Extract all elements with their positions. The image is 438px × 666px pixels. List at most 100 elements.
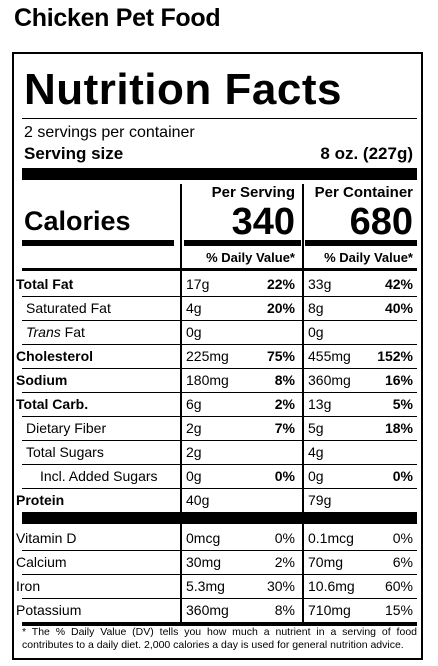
serving-amount: 2g xyxy=(186,420,202,436)
row-separator xyxy=(22,368,417,369)
container-dv: 15% xyxy=(384,602,413,618)
serving-amount: 30mg xyxy=(186,554,222,570)
calories-per-serving: 340 xyxy=(231,201,295,243)
nutrient-name: Potassium xyxy=(16,602,82,618)
serving-dv: 0% xyxy=(274,468,295,484)
serving-dv: 30% xyxy=(266,578,295,594)
nutrient-name: Vitamin D xyxy=(16,530,77,546)
nutrient-name: Iron xyxy=(16,578,41,594)
calories-per-container: 680 xyxy=(349,201,413,243)
row-separator xyxy=(22,598,417,599)
servings-per-container: 2 servings per container xyxy=(24,124,195,141)
row-separator xyxy=(22,488,417,489)
container-amount: 710mg xyxy=(308,602,351,618)
title-rule xyxy=(22,118,417,119)
serving-amount: 40g xyxy=(186,492,210,508)
nutrient-name: Total Carb. xyxy=(16,396,89,412)
nutrient-name: Total Fat xyxy=(16,276,74,292)
calories-rule-left xyxy=(22,240,174,246)
serving-amount: 5.3mg xyxy=(186,578,225,594)
container-amount: 70mg xyxy=(308,554,344,570)
column-divider-2 xyxy=(302,184,304,622)
serving-dv: 0% xyxy=(274,530,295,546)
row-separator xyxy=(22,416,417,417)
container-amount: 8g xyxy=(308,300,324,316)
per-serving-header: Per Serving xyxy=(211,184,295,201)
nutrient-name: Sodium xyxy=(16,372,68,388)
container-amount: 360mg xyxy=(308,372,351,388)
container-amount: 0.1mcg xyxy=(308,530,354,546)
serving-size-value: 8 oz. (227g) xyxy=(320,144,413,163)
nutrient-name: Calcium xyxy=(16,554,67,570)
container-dv: 42% xyxy=(384,276,413,292)
column-divider-1 xyxy=(180,184,182,622)
row-separator xyxy=(22,344,417,345)
thick-rule xyxy=(22,168,417,180)
row-separator xyxy=(22,392,417,393)
calories-rule-mid xyxy=(184,240,301,246)
label-title: Nutrition Facts xyxy=(24,65,342,114)
container-amount: 13g xyxy=(308,396,332,412)
serving-amount: 180mg xyxy=(186,372,229,388)
row-separator xyxy=(22,550,417,551)
footnote: * The % Daily Value (DV) tells you how m… xyxy=(22,626,417,651)
serving-dv: 20% xyxy=(266,300,295,316)
container-dv: 40% xyxy=(384,300,413,316)
container-dv: 16% xyxy=(384,372,413,388)
row-separator xyxy=(22,320,417,321)
container-dv: 60% xyxy=(384,578,413,594)
container-dv: 18% xyxy=(384,420,413,436)
serving-size-label: Serving size xyxy=(24,144,124,163)
serving-amount: 0mcg xyxy=(186,530,221,546)
container-dv: 5% xyxy=(392,396,413,412)
row-separator xyxy=(22,440,417,441)
serving-amount: 0g xyxy=(186,324,202,340)
dv-header-serving: % Daily Value* xyxy=(206,250,295,265)
container-amount: 33g xyxy=(308,276,332,292)
container-amount: 455mg xyxy=(308,348,351,364)
container-amount: 79g xyxy=(308,492,332,508)
dv-header-container: % Daily Value* xyxy=(324,250,413,265)
calories-label: Calories xyxy=(24,206,131,236)
serving-amount: 2g xyxy=(186,444,202,460)
per-container-header: Per Container xyxy=(314,184,413,201)
nutrient-name: Incl. Added Sugars xyxy=(40,468,158,484)
nutrient-name: Cholesterol xyxy=(16,348,94,364)
serving-amount: 4g xyxy=(186,300,202,316)
serving-dv: 8% xyxy=(274,372,295,388)
serving-dv: 7% xyxy=(274,420,295,436)
row-separator xyxy=(22,574,417,575)
nutrient-name-rest: Fat xyxy=(60,324,85,340)
footnote-rule xyxy=(22,622,417,626)
nutrient-name: Dietary Fiber xyxy=(26,420,107,436)
nutrient-name: Protein xyxy=(16,492,65,508)
container-dv: 0% xyxy=(392,468,413,484)
serving-amount: 17g xyxy=(186,276,210,292)
serving-amount: 225mg xyxy=(186,348,229,364)
serving-dv: 22% xyxy=(266,276,295,292)
serving-amount: 6g xyxy=(186,396,202,412)
container-dv: 152% xyxy=(377,348,413,364)
row-separator xyxy=(22,464,417,465)
nutrient-name-italic: Trans xyxy=(26,324,61,340)
serving-dv: 8% xyxy=(274,602,295,618)
container-amount: 4g xyxy=(308,444,324,460)
serving-amount: 360mg xyxy=(186,602,229,618)
calories-rule-right xyxy=(305,240,417,246)
container-amount: 0g xyxy=(308,324,324,340)
serving-dv: 2% xyxy=(274,554,295,570)
container-dv: 6% xyxy=(392,554,413,570)
row-separator xyxy=(22,296,417,297)
dv-rule xyxy=(22,268,417,271)
serving-dv: 75% xyxy=(266,348,295,364)
container-amount: 10.6mg xyxy=(308,578,355,594)
container-amount: 5g xyxy=(308,420,324,436)
container-dv: 0% xyxy=(392,530,413,546)
nutrient-name: Saturated Fat xyxy=(26,300,111,316)
serving-dv: 2% xyxy=(274,396,295,412)
nutrient-name: Trans Fat xyxy=(26,320,85,344)
nutrition-label: Nutrition Facts 2 servings per container… xyxy=(12,52,423,660)
container-amount: 0g xyxy=(308,468,324,484)
serving-amount: 0g xyxy=(186,468,202,484)
product-title: Chicken Pet Food xyxy=(14,4,221,32)
